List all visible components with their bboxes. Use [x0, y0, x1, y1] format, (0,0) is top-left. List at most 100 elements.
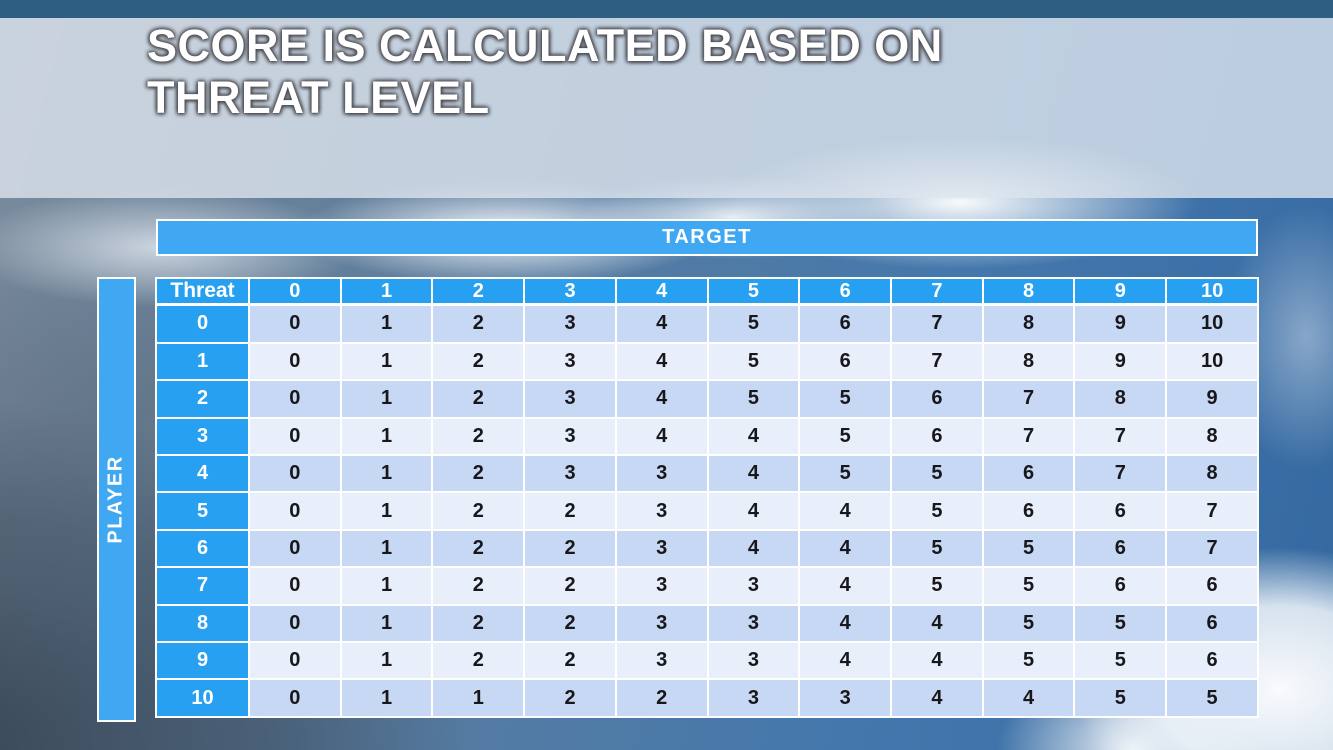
- player-row-header-3: 3: [155, 416, 250, 456]
- score-cell: 5: [981, 528, 1076, 569]
- score-cell: 10: [1165, 341, 1259, 382]
- target-axis-label: TARGET: [662, 226, 752, 248]
- score-cell: 1: [339, 678, 434, 718]
- score-cell: 6: [1073, 491, 1168, 531]
- score-cell: 6: [1073, 566, 1168, 606]
- score-cell: 2: [431, 603, 526, 644]
- score-cell: 1: [339, 641, 434, 681]
- score-cell: 1: [339, 416, 434, 456]
- score-cell: 10: [1165, 303, 1259, 344]
- score-cell: 4: [890, 641, 984, 681]
- player-row-header-8: 8: [155, 603, 250, 644]
- score-cell: 2: [614, 678, 709, 718]
- score-cell: 2: [523, 491, 617, 531]
- score-cell: 7: [1165, 528, 1259, 569]
- score-cell: 4: [706, 528, 801, 569]
- table-row-threat-1: 1 0 1 2 3 4 5 6 7 8 9 10: [155, 341, 1259, 382]
- score-cell: 5: [798, 379, 893, 419]
- score-cell: 0: [248, 528, 342, 569]
- player-row-header-4: 4: [155, 453, 250, 494]
- score-cell: 6: [890, 379, 984, 419]
- score-cell: 2: [431, 303, 526, 344]
- score-cell: 0: [248, 491, 342, 531]
- score-cell: 2: [431, 641, 526, 681]
- score-cell: 4: [706, 491, 801, 531]
- top-accent-strip: [0, 0, 1333, 18]
- player-row-header-9: 9: [155, 641, 250, 681]
- score-cell: 1: [339, 528, 434, 569]
- title-line-2: THREAT LEVEL: [147, 72, 490, 123]
- score-cell: 6: [798, 303, 893, 344]
- score-cell: 5: [890, 491, 984, 531]
- player-row-header-10: 10: [155, 678, 250, 718]
- score-cell: 1: [339, 566, 434, 606]
- score-cell: 2: [523, 678, 617, 718]
- score-cell: 0: [248, 416, 342, 456]
- score-cell: 6: [981, 453, 1076, 494]
- score-cell: 3: [523, 341, 617, 382]
- player-row-header-2: 2: [155, 379, 250, 419]
- target-col-header-0: 0: [248, 277, 342, 306]
- target-col-header-10: 10: [1165, 277, 1259, 306]
- score-cell: 4: [798, 566, 893, 606]
- score-cell: 5: [890, 566, 984, 606]
- score-cell: 5: [706, 379, 801, 419]
- score-cell: 1: [339, 379, 434, 419]
- score-cell: 6: [1073, 528, 1168, 569]
- score-cell: 9: [1165, 379, 1259, 419]
- score-cell: 6: [1165, 566, 1259, 606]
- score-cell: 5: [798, 416, 893, 456]
- score-cell: 7: [890, 341, 984, 382]
- score-cell: 6: [798, 341, 893, 382]
- score-cell: 5: [890, 528, 984, 569]
- score-cell: 8: [1165, 416, 1259, 456]
- corner-header-threat: Threat: [155, 277, 250, 306]
- score-cell: 8: [981, 341, 1076, 382]
- player-row-header-5: 5: [155, 491, 250, 531]
- score-cell: 6: [1165, 603, 1259, 644]
- score-cell: 2: [431, 416, 526, 456]
- score-cell: 4: [798, 603, 893, 644]
- score-table-body: 0 0 1 2 3 4 5 6 7 8 9 10 1 0 1 2 3 4 5 6 7 8 9 10 2 0 1 2 3 4 5 5 6 7 8 9 3 0…: [155, 303, 1259, 718]
- score-cell: 6: [1165, 641, 1259, 681]
- table-row-threat-0: 0 0 1 2 3 4 5 6 7 8 9 10: [155, 303, 1259, 344]
- score-cell: 0: [248, 566, 342, 606]
- score-cell: 5: [798, 453, 893, 494]
- score-cell: 2: [431, 491, 526, 531]
- score-cell: 3: [614, 641, 709, 681]
- score-cell: 2: [523, 528, 617, 569]
- score-cell: 5: [706, 303, 801, 344]
- title-line-1: SCORE IS CALCULATED BASED ON: [147, 20, 943, 71]
- score-cell: 4: [614, 379, 709, 419]
- score-cell: 3: [614, 603, 709, 644]
- score-cell: 1: [339, 453, 434, 494]
- score-cell: 6: [890, 416, 984, 456]
- score-cell: 4: [614, 416, 709, 456]
- score-cell: 7: [1073, 416, 1168, 456]
- score-cell: 8: [981, 303, 1076, 344]
- target-col-header-6: 6: [798, 277, 893, 306]
- score-cell: 0: [248, 453, 342, 494]
- score-cell: 2: [523, 566, 617, 606]
- score-cell: 7: [981, 379, 1076, 419]
- target-col-header-7: 7: [890, 277, 984, 306]
- score-cell: 3: [523, 453, 617, 494]
- score-cell: 3: [523, 416, 617, 456]
- score-cell: 2: [431, 341, 526, 382]
- score-cell: 5: [981, 566, 1076, 606]
- score-cell: 5: [1165, 678, 1259, 718]
- score-cell: 4: [614, 303, 709, 344]
- score-cell: 5: [981, 603, 1076, 644]
- target-axis-bar: TARGET: [156, 219, 1258, 256]
- score-cell: 1: [339, 491, 434, 531]
- score-cell: 2: [523, 641, 617, 681]
- score-cell: 7: [890, 303, 984, 344]
- target-col-header-2: 2: [431, 277, 526, 306]
- score-cell: 2: [431, 528, 526, 569]
- score-cell: 0: [248, 379, 342, 419]
- title-banner: SCORE IS CALCULATED BASED ON THREAT LEVE…: [0, 18, 1333, 198]
- score-table-head: Threat 0 1 2 3 4 5 6 7 8 9 10: [155, 277, 1259, 306]
